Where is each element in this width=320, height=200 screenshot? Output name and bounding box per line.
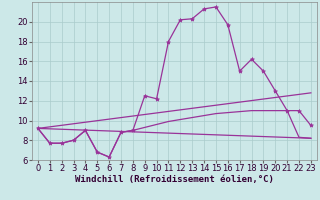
X-axis label: Windchill (Refroidissement éolien,°C): Windchill (Refroidissement éolien,°C) — [75, 175, 274, 184]
